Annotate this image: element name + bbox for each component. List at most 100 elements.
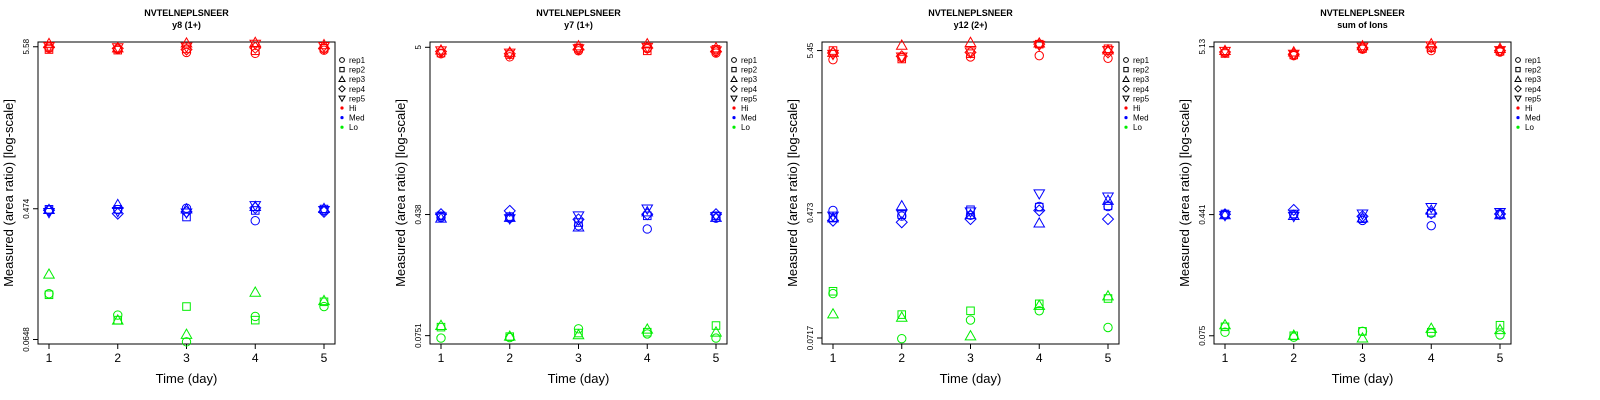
point-rep3-lo	[317, 294, 331, 306]
point-rep3-med	[895, 199, 908, 211]
point-rep1-lo	[965, 315, 976, 325]
legend-label: rep1	[741, 56, 758, 65]
point-rep1-lo	[642, 329, 652, 339]
x-tick-label: 3	[967, 351, 974, 365]
x-tick-label: 2	[1290, 351, 1297, 365]
x-tick-label: 5	[1497, 351, 1504, 365]
point-rep2-hi	[44, 45, 54, 54]
y-axis-label: Measured (area ratio) [log-scale]	[1, 99, 16, 287]
point-rep4-hi	[249, 41, 262, 54]
y-axis-label: Measured (area ratio) [log-scale]	[785, 99, 800, 287]
point-rep4-med	[1356, 210, 1369, 223]
legend-triangle-down-icon	[338, 95, 346, 103]
point-rep4-hi	[826, 46, 840, 60]
point-rep5-hi	[249, 39, 262, 51]
point-rep5-hi	[42, 42, 56, 53]
point-rep4-med	[111, 207, 124, 220]
y-tick-label: 0.0751	[414, 323, 423, 348]
plot-frame	[37, 41, 336, 345]
point-rep5-hi	[1033, 40, 1046, 52]
legend-label: Med	[741, 114, 757, 123]
legend-label: Lo	[1133, 123, 1142, 132]
point-rep3-lo	[1101, 289, 1115, 301]
point-rep5-med	[826, 211, 840, 223]
legend-circle-icon	[731, 57, 737, 63]
y-tick-label: 0.0717	[806, 325, 815, 350]
point-rep4-med	[1101, 212, 1115, 226]
point-rep5-med	[1218, 211, 1232, 222]
chart-subtitle: y7 (1+)	[564, 20, 593, 30]
point-rep2-hi	[250, 46, 260, 56]
point-rep5-hi	[503, 48, 516, 60]
legend-circle-icon	[1123, 57, 1129, 63]
legend-diamond-icon	[1514, 84, 1522, 93]
x-tick-label: 4	[644, 351, 651, 365]
legend-dot-lo-icon	[1516, 125, 1520, 129]
legend-circle-icon	[339, 57, 345, 63]
x-tick-label: 4	[252, 351, 259, 365]
legend-label: rep5	[1525, 94, 1542, 103]
legend-dot-lo-icon	[340, 125, 344, 129]
point-rep2-lo	[828, 286, 838, 296]
legend-label: rep4	[741, 85, 758, 94]
point-rep3-lo	[180, 328, 193, 339]
point-rep4-hi	[317, 42, 331, 55]
point-rep3-lo	[1356, 331, 1369, 343]
y-tick-label: 0.075	[1198, 325, 1207, 346]
legend-label: rep1	[1133, 56, 1150, 65]
point-rep4-med	[895, 216, 908, 229]
point-rep3-hi	[1033, 36, 1046, 48]
chart-title: NVTELNEPLSNEER	[144, 8, 229, 18]
point-rep1-lo	[1220, 327, 1230, 337]
legend-dot-hi-icon	[1516, 106, 1520, 110]
point-rep1-lo	[711, 333, 721, 343]
legend-label: Hi	[1525, 104, 1533, 113]
point-rep1-lo	[828, 288, 838, 299]
point-rep5-hi	[111, 43, 124, 54]
chart-panel: NVTELNEPLSNEER y12 (2+) 1 2 3 4 5 0.0717 0.473 5.…	[785, 8, 1150, 386]
point-rep1-lo	[1103, 322, 1113, 333]
legend-dot-lo-icon	[1124, 125, 1128, 129]
chart-title: NVTELNEPLSNEER	[1320, 8, 1405, 18]
x-tick-label: 2	[506, 351, 513, 365]
point-rep5-hi	[572, 44, 585, 55]
x-axis-label: Time (day)	[548, 371, 610, 386]
legend-triangle-up-icon	[1514, 75, 1522, 82]
chart-title: NVTELNEPLSNEER	[536, 8, 621, 18]
data-points	[1218, 37, 1507, 343]
point-rep5-hi	[1101, 46, 1115, 57]
point-rep1-med	[642, 224, 652, 234]
legend-square-icon	[731, 66, 737, 73]
point-rep1-lo	[436, 333, 446, 343]
x-tick-label: 2	[114, 351, 121, 365]
legend-label: rep2	[1133, 66, 1150, 75]
legend-label: rep5	[741, 94, 758, 103]
point-rep5-med	[1493, 208, 1507, 219]
legend-label: rep3	[741, 75, 758, 84]
point-rep2-lo	[1103, 294, 1113, 303]
point-rep1-lo	[1495, 330, 1505, 340]
point-rep2-hi	[642, 46, 652, 56]
chart-panel: NVTELNEPLSNEER y7 (1+) 1 2 3 4 5 0.0751 0.438 5 Ti…	[393, 8, 758, 386]
x-tick-label: 5	[713, 351, 720, 365]
point-rep5-hi	[434, 46, 448, 58]
point-rep4-med	[964, 212, 977, 226]
point-rep3-lo	[641, 322, 654, 334]
point-rep1-med	[1426, 220, 1436, 231]
point-rep2-lo	[1495, 320, 1505, 330]
x-axis-label: Time (day)	[1332, 371, 1394, 386]
point-rep3-lo	[1287, 329, 1300, 340]
point-rep5-med	[709, 212, 723, 223]
legend-triangle-up-icon	[338, 75, 346, 82]
legend-label: Lo	[1525, 123, 1534, 132]
point-rep5-med	[895, 209, 908, 221]
legend-dot-hi-icon	[1124, 106, 1128, 110]
point-rep5-hi	[1287, 49, 1300, 61]
point-rep3-lo	[826, 307, 840, 319]
point-rep3-med	[964, 208, 977, 220]
